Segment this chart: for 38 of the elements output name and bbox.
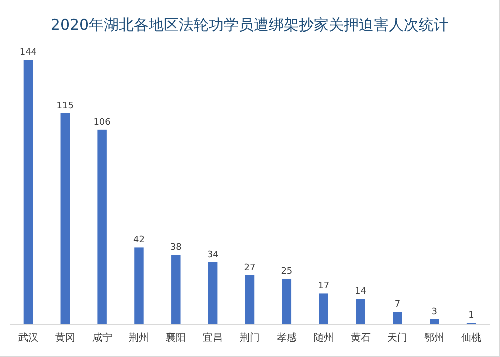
x-tick-label: 黄冈 [55, 332, 76, 344]
data-label: 27 [244, 263, 256, 274]
data-label: 115 [56, 101, 74, 112]
data-label: 38 [170, 243, 182, 254]
x-tick-label: 荆州 [129, 332, 150, 344]
x-tick-label: 孝感 [276, 332, 297, 344]
data-label: 3 [432, 307, 438, 318]
bar [356, 299, 366, 325]
x-tick-label: 宜昌 [203, 332, 224, 344]
x-tick-label: 随州 [314, 332, 334, 344]
x-tick-label: 鄂州 [424, 332, 445, 344]
data-label: 42 [134, 236, 145, 246]
x-tick-label: 天门 [388, 332, 408, 344]
bar [282, 278, 292, 325]
data-label: 14 [355, 287, 367, 298]
data-label: 106 [94, 118, 112, 128]
bar [60, 113, 70, 325]
bar [208, 262, 218, 325]
data-label: 1 [468, 311, 474, 322]
bar [245, 275, 255, 325]
bar [24, 60, 34, 325]
x-tick-label: 咸宁 [92, 332, 112, 344]
data-label: 7 [394, 300, 401, 310]
x-tick-label: 武汉 [18, 332, 38, 344]
data-label: 17 [318, 282, 330, 292]
data-label: 25 [281, 266, 293, 277]
bar [393, 312, 402, 325]
data-label: 144 [20, 48, 38, 58]
data-label: 34 [207, 250, 220, 260]
bar [134, 248, 144, 325]
x-tick-label: 黄石 [350, 332, 371, 344]
bar [319, 294, 328, 325]
x-tick-label: 仙桃 [462, 332, 482, 344]
bar [172, 255, 181, 325]
chart-title: 2020年湖北各地区法轮功学员遭绑架抄家关押迫害人次统计 [50, 16, 450, 34]
bar [98, 130, 107, 325]
x-tick-label: 荆门 [240, 332, 260, 344]
x-tick-label: 襄阳 [166, 332, 186, 344]
